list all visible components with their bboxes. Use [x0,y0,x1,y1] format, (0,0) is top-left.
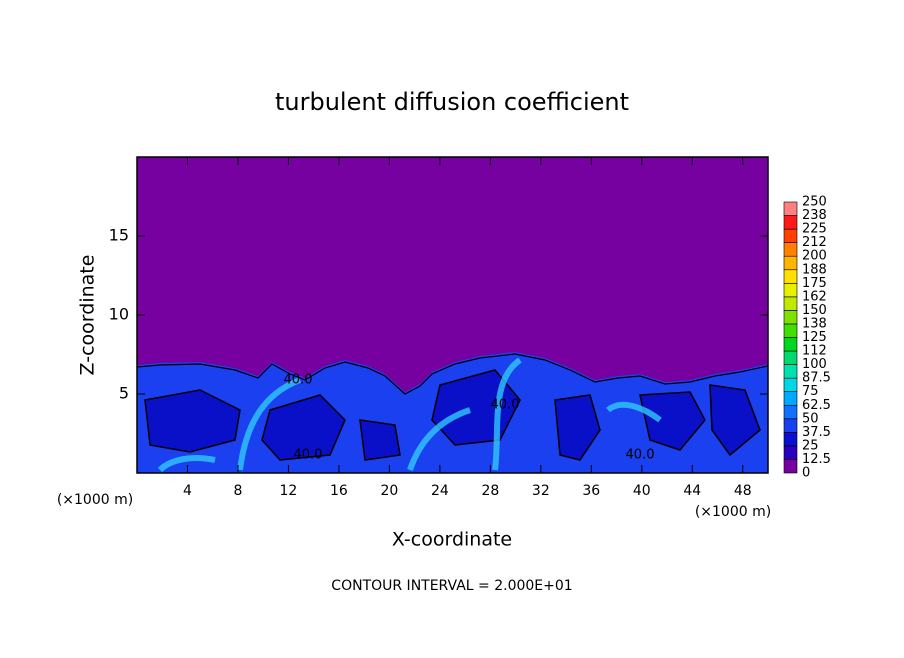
low-region [709,384,761,457]
colorbar-label: 50 [802,411,819,426]
colorbar-label: 87.5 [802,371,831,386]
colorbar-swatch [783,269,798,284]
footer-note: CONTOUR INTERVAL = 2.000E+01 [331,578,572,594]
x-tick-label: 36 [582,483,600,499]
colorbar-swatch [783,201,798,216]
low-region [144,389,241,453]
colorbar-label: 37.5 [802,425,831,440]
x-tick-label: 8 [233,483,242,499]
y-tick-label: 5 [119,384,129,403]
colorbar-label: 125 [802,330,827,345]
colorbar-swatch [783,296,798,311]
colorbar-swatch [783,418,798,433]
x-tick-label: 40 [633,483,651,499]
colorbar-swatch [783,242,798,257]
x-tick-label: 44 [683,483,701,499]
colorbar-label: 200 [802,249,827,264]
y-unit: (×1000 m) [57,492,133,508]
colorbar-label: 0 [802,466,810,481]
colorbar-swatch [783,350,798,365]
colorbar-label: 162 [802,289,827,304]
colorbar-swatch [783,310,798,325]
colorbar-swatch [783,228,798,243]
contour-label: 40.0 [294,448,323,463]
y-tick-label: 10 [109,305,129,324]
colorbar-label: 175 [802,276,827,291]
colorbar-label: 238 [802,208,827,223]
colorbar-label: 75 [802,384,819,399]
colorbar-label: 25 [802,438,819,453]
colorbar-swatch [783,255,798,271]
colorbar-swatch [783,323,798,338]
colorbar-swatch [783,445,798,460]
x-axis-label: X-coordinate [392,529,512,551]
contour-label: 40.0 [626,448,655,463]
x-tick-label: 28 [481,483,499,499]
colorbar-label: 100 [802,357,827,372]
y-tick-label: 15 [109,226,129,245]
high-streak [157,455,216,473]
colorbar-label: 212 [802,235,827,250]
x-tick-label: 20 [380,483,398,499]
colorbar-swatch [783,215,798,230]
contour-line [136,353,769,395]
colorbar-swatch [783,337,798,352]
contour-label: 40.0 [491,398,520,413]
low-region [359,419,401,461]
high-streak [407,407,471,471]
field: 40.0 40.0 40.0 40.0 [136,157,769,473]
colorbar-label: 12.5 [802,452,831,467]
y-axis-label: Z-coordinate [77,255,99,376]
colorbar-label: 250 [802,195,827,210]
colorbar-label: 112 [802,344,827,359]
contour-label: 40.0 [284,373,313,388]
low-region [639,391,706,451]
colorbar-label: 188 [802,262,827,277]
colorbar-label: 150 [802,303,827,318]
colorbar-swatch [783,364,798,379]
x-tick-label: 12 [280,483,298,499]
colorbar-swatch [783,432,798,447]
x-tick-label: 24 [431,483,449,499]
colorbar-swatch [783,391,798,406]
colorbar-swatch [783,404,798,420]
colorbar-label: 138 [802,316,827,331]
x-unit: (×1000 m) [695,504,771,520]
colorbar-label: 225 [802,222,827,237]
x-tick-label: 4 [183,483,192,499]
x-tick-label: 48 [734,483,752,499]
colorbar-label: 62.5 [802,398,831,413]
high-streak [492,357,522,471]
colorbar-swatch [783,459,798,474]
chart-title: turbulent diffusion coefficient [275,88,629,116]
colorbar-swatch [783,377,798,392]
x-tick-label: 16 [330,483,348,499]
high-streak [237,377,302,471]
low-region [261,394,346,461]
colorbar-swatch [783,282,798,298]
high-streak [606,401,662,423]
x-tick-label: 32 [532,483,550,499]
low-region [554,394,601,461]
